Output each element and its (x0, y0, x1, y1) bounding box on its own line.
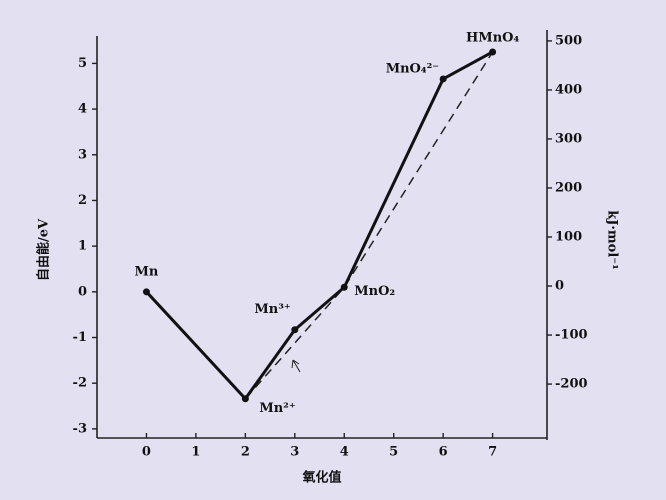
y2-tick-label: -200 (555, 377, 588, 392)
x-tick-label: 6 (439, 445, 448, 460)
point (291, 326, 299, 334)
point (340, 283, 348, 291)
y-tick-label: -1 (73, 330, 87, 345)
point (489, 48, 497, 56)
x-axis-label: 氧化值 (301, 470, 341, 486)
point-label: MnO₂ (354, 284, 395, 299)
point-label: Mn²⁺ (259, 401, 295, 416)
y2-tick-label: 0 (555, 279, 564, 294)
x-tick-label: 7 (488, 445, 497, 460)
x-tick-label: 0 (142, 445, 151, 460)
y-tick-label: -2 (73, 376, 87, 391)
x-tick-label: 3 (290, 445, 299, 460)
y2-tick-label: 500 (555, 33, 582, 48)
point-label: HMnO₄ (466, 30, 519, 45)
point-label: MnO₄²⁻ (386, 61, 439, 76)
point (439, 75, 447, 83)
dashed-guide (244, 51, 494, 400)
y-tick-label: 0 (78, 284, 87, 299)
point-label: Mn³⁺ (254, 302, 290, 317)
y-tick-label: 4 (78, 102, 87, 117)
y-axis-label: 自由能/eV (36, 218, 52, 281)
y2-tick-label: 200 (555, 180, 582, 195)
y2-axis-label: kJ·mol⁻¹ (605, 210, 620, 270)
y-tick-label: 1 (78, 239, 87, 254)
line (145, 50, 494, 402)
x-tick-label: 4 (340, 445, 349, 460)
point (241, 395, 249, 403)
y2-tick-label: 400 (555, 82, 582, 97)
y2-tick-label: 100 (555, 230, 582, 245)
y2-tick-label: -100 (555, 328, 588, 343)
arrow-annotation (291, 359, 301, 373)
y2-tick-label: 300 (555, 131, 582, 146)
y-tick-label: 2 (78, 193, 87, 208)
y-tick-label: 3 (78, 147, 87, 162)
y-tick-label: -3 (73, 421, 87, 436)
x-tick-label: 1 (191, 445, 200, 460)
y-tick-label: 5 (78, 56, 87, 71)
point-label: Mn (135, 264, 159, 279)
x-tick-label: 5 (389, 445, 398, 460)
x-tick-label: 2 (241, 445, 250, 460)
point (142, 288, 150, 296)
